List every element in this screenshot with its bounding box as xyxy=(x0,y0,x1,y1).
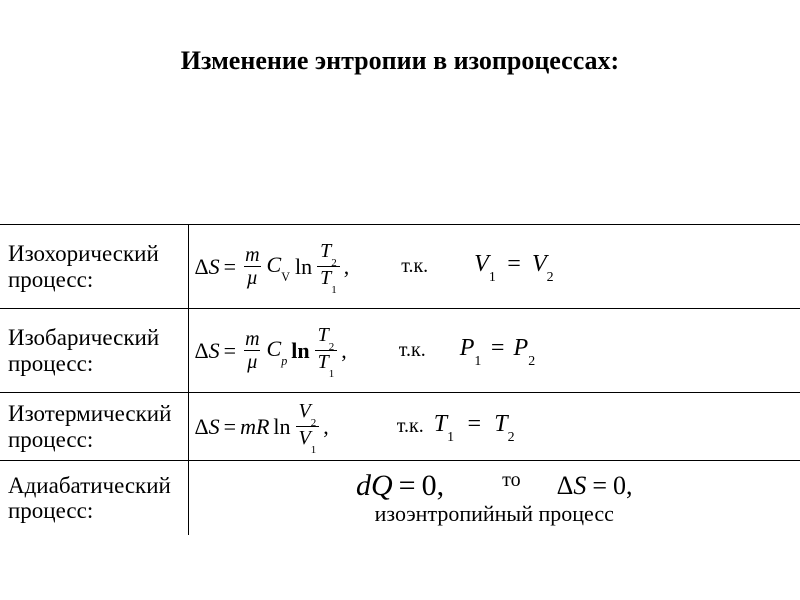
formula-cell: ΔS = m μ Cp ln T2 T1 , т.к. P1 xyxy=(188,309,800,393)
formula: ΔS = m µ CV ln T2 T1 , xyxy=(195,241,350,292)
entropy-table: Изохорический процесс: ΔS = m µ CV ln T2… xyxy=(0,224,800,535)
condition: P1 = P2 xyxy=(460,335,535,366)
formula-cell: ΔS = mR ln V2 V1 , т.к. T1 = T2 xyxy=(188,393,800,461)
since-label: т.к. xyxy=(401,255,428,278)
process-name-cell: Изотермический процесс: xyxy=(0,393,188,461)
table-row: Изотермический процесс: ΔS = mR ln V2 V1… xyxy=(0,393,800,461)
table-row: Изохорический процесс: ΔS = m µ CV ln T2… xyxy=(0,225,800,309)
formula-result: ΔS = 0, xyxy=(557,471,633,501)
condition: V1 = V2 xyxy=(474,251,553,282)
process-name-cell: Изобарический процесс: xyxy=(0,309,188,393)
table-row: Адиабатический процесс: dQ = 0, то ΔS = … xyxy=(0,461,800,536)
formula-cell: ΔS = m µ CV ln T2 T1 , т.к. V1 xyxy=(188,225,800,309)
since-label: т.к. xyxy=(397,415,424,438)
then-label: то xyxy=(502,469,520,492)
formula: ΔS = m μ Cp ln T2 T1 , xyxy=(195,325,347,376)
formula: dQ = 0, xyxy=(356,469,444,503)
process-name-cell: Изохорический процесс: xyxy=(0,225,188,309)
since-label: т.к. xyxy=(399,339,426,362)
condition: T1 = T2 xyxy=(434,411,515,442)
table-row: Изобарический процесс: ΔS = m μ Cp ln T2… xyxy=(0,309,800,393)
formula: ΔS = mR ln V2 V1 , xyxy=(195,401,329,452)
formula-cell: dQ = 0, то ΔS = 0, изоэнтропийный процес… xyxy=(188,461,800,536)
page-title: Изменение энтропии в изопроцессах: xyxy=(0,0,800,76)
isoentropic-label: изоэнтропийный процесс xyxy=(375,501,614,527)
process-name-cell: Адиабатический процесс: xyxy=(0,461,188,536)
